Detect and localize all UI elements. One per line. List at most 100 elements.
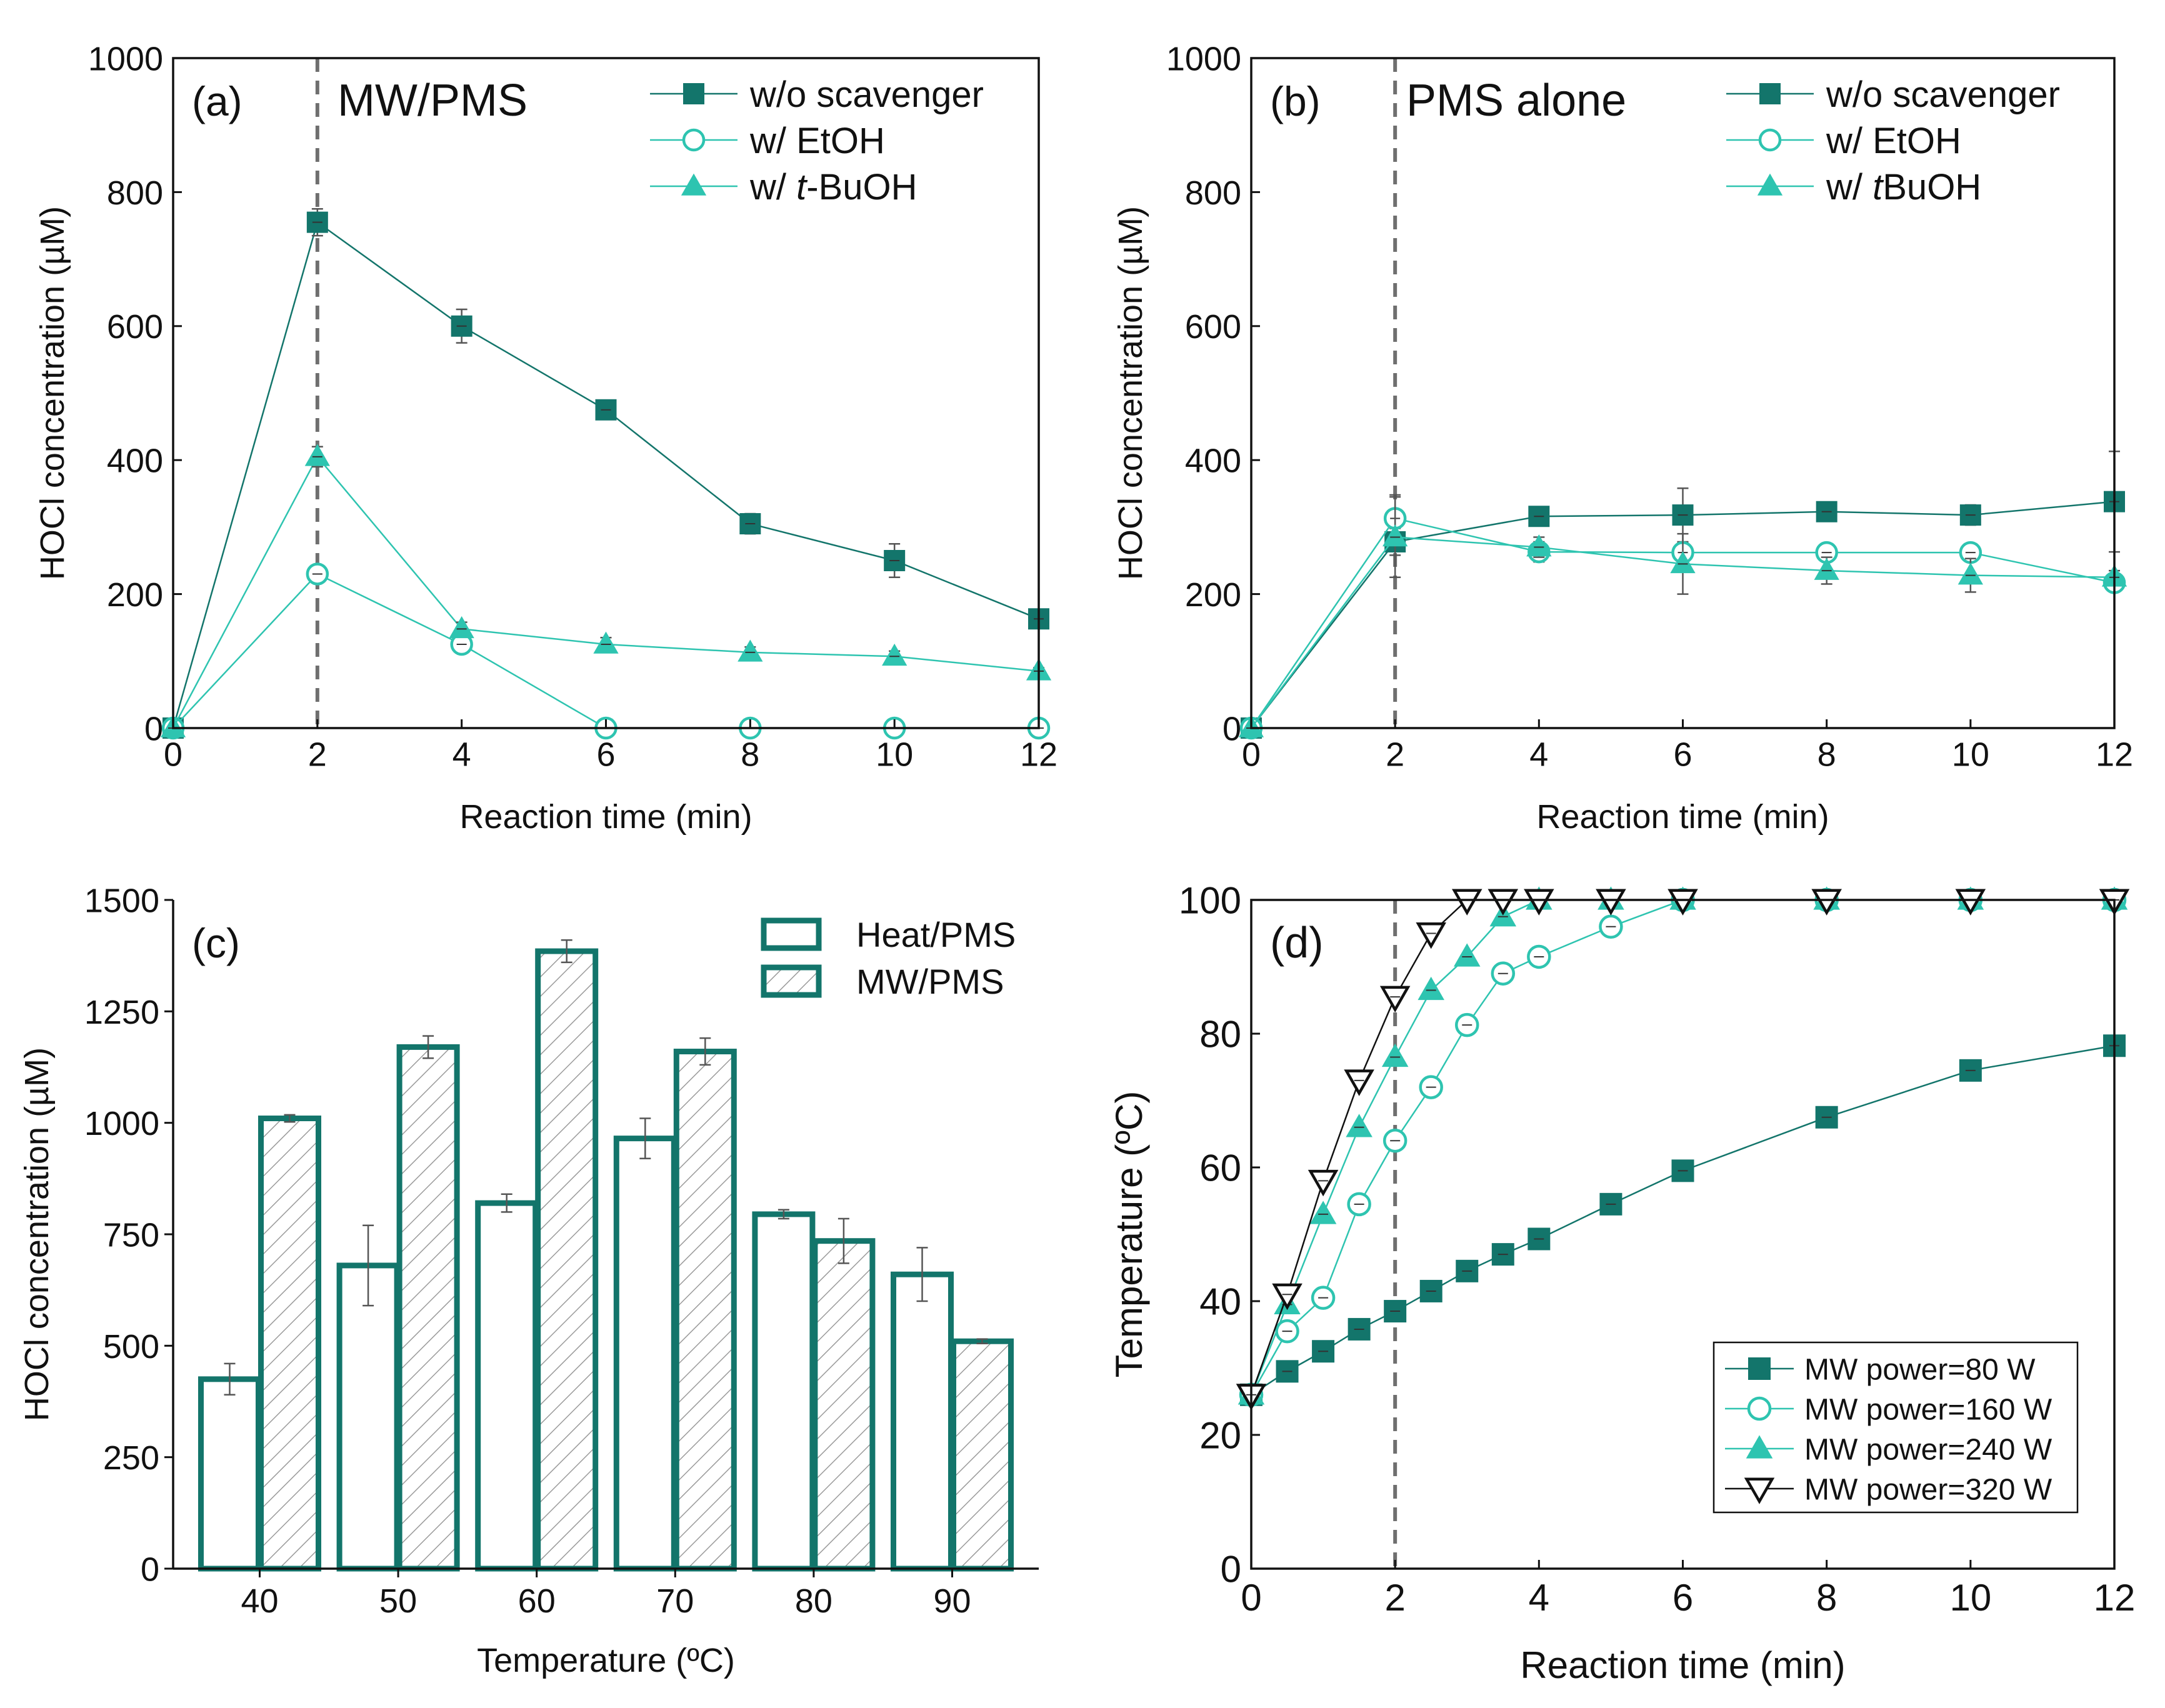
panel-d-data-point xyxy=(1309,1201,1337,1224)
panel-d-panel-label: (d) xyxy=(1270,918,1324,967)
panel-a-data-point xyxy=(593,631,619,654)
panel-b-legend-label: w/ tBuOH xyxy=(1826,167,1981,207)
panel-a-legend-label-part: w/ xyxy=(749,167,796,207)
panel-d-data-point xyxy=(1416,922,1446,949)
panel-a-ytick-label: 0 xyxy=(144,710,163,747)
panel-b-y-axis-label: HOCl concentration (µM) xyxy=(1112,206,1149,580)
panel-c-bar xyxy=(258,1116,321,1572)
panel-a-data-point xyxy=(304,444,330,466)
panel-c-ytick-label: 250 xyxy=(103,1439,159,1477)
panel-d-data-point xyxy=(1276,1360,1299,1383)
panel-d-legend-label: MW power=240 W xyxy=(1804,1433,2052,1466)
panel-c-panel-label: (c) xyxy=(192,920,240,966)
panel-a-ytick-label: 800 xyxy=(107,174,163,212)
panel-d-xtick-label: 12 xyxy=(2094,1577,2136,1619)
panel-a-ytick-label: 200 xyxy=(107,576,163,614)
panel-b-legend-marker xyxy=(1758,128,1782,152)
panel-c-legend-swatch xyxy=(761,917,822,951)
panel-b-xtick-label: 12 xyxy=(2096,736,2133,773)
panel-b-xtick-label: 10 xyxy=(1952,736,1989,773)
panel-d-xtick-label: 0 xyxy=(1241,1577,1261,1619)
panel-c-ytick-label: 1500 xyxy=(84,882,159,919)
panel-c-y-axis-label: HOCl concentration (µM) xyxy=(18,1047,56,1421)
panel-d-data-point xyxy=(1811,889,1842,916)
panel-d-xtick-label: 10 xyxy=(1949,1577,1991,1619)
panel-a-y-axis-label: HOCl concentration (µM) xyxy=(34,206,71,580)
panel-d-ytick-label: 0 xyxy=(1221,1549,1241,1591)
panel-c-ytick-label: 1250 xyxy=(84,994,159,1031)
panel-c-bar xyxy=(673,1049,737,1572)
panel-b-condition-annotation: PMS alone xyxy=(1406,76,1626,126)
panel-b-data-point xyxy=(1528,506,1550,527)
panel-d-xtick-label: 8 xyxy=(1816,1577,1837,1619)
panel-a-legend-label-part: -BuOH xyxy=(806,167,917,207)
panel-a-xtick-label: 10 xyxy=(876,736,913,773)
panel-a-plot-frame xyxy=(172,57,1040,729)
panel-d-legend-label: MW power=160 W xyxy=(1804,1393,2052,1426)
panel-a-x-axis-label: Reaction time (min) xyxy=(459,798,752,836)
panel-a-ytick-label: 400 xyxy=(107,442,163,480)
panel-a-legend-marker xyxy=(681,173,707,196)
panel-c-bar xyxy=(613,1136,677,1572)
panel-d-series-line xyxy=(1250,899,2114,1396)
panel-c-bar xyxy=(752,1211,816,1572)
panel-a-legend-label-part: t xyxy=(796,167,808,207)
panel-d-xtick-label: 2 xyxy=(1384,1577,1405,1619)
panel-c-legend-label: MW/PMS xyxy=(856,962,1004,1001)
panel-b-xtick-label: 8 xyxy=(1818,736,1836,773)
panel-c-ytick-label: 0 xyxy=(141,1551,159,1588)
panel-d-data-point xyxy=(1671,1159,1694,1182)
panel-a-data-point xyxy=(738,639,763,662)
panel-c-bar xyxy=(535,948,599,1572)
panel-b-legend-marker xyxy=(1759,83,1781,104)
panel-d-ytick-label: 40 xyxy=(1199,1281,1241,1323)
panel-d-chart: 0 20 40 60 80 100 0 2 4 6 8 10 12 Reaction time (min)… xyxy=(1108,880,2135,1686)
panel-b-data-point xyxy=(1670,551,1696,574)
panel-d-xtick-label: 6 xyxy=(1672,1577,1693,1619)
panel-b-xtick-label: 2 xyxy=(1386,736,1404,773)
panel-d-data-point xyxy=(1381,1043,1409,1067)
panel-a-xtick-label: 6 xyxy=(596,736,615,773)
panel-b-data-point xyxy=(1814,557,1839,580)
panel-a-legend-label-part: w/ EtOH xyxy=(749,121,885,161)
panel-c-ytick-label: 1000 xyxy=(84,1105,159,1142)
panel-c-xtick-label: 90 xyxy=(933,1582,971,1620)
panel-a-panel-label: (a) xyxy=(192,78,242,124)
panel-a-xtick-label: 0 xyxy=(164,736,182,773)
panel-d-data-point xyxy=(1346,1114,1372,1137)
panel-d-data-point xyxy=(1272,1283,1302,1311)
panel-d-data-point xyxy=(1596,889,1626,916)
panel-c-xtick-label: 40 xyxy=(241,1582,278,1620)
panel-b-legend-label-part: w/ EtOH xyxy=(1826,121,1961,161)
panel-d-data-point xyxy=(1453,943,1481,967)
panel-b-data-point xyxy=(1382,524,1408,547)
panel-a-legend-label: w/ t-BuOH xyxy=(749,167,918,207)
panel-d-data-point xyxy=(1451,889,1482,916)
panel-a-data-point xyxy=(449,616,474,639)
panel-a-chart: 0 200 400 600 800 1000 0 2 4 6 8 10 12 Reaction time … xyxy=(34,40,1058,836)
panel-d-xtick-label: 4 xyxy=(1529,1577,1549,1619)
panel-a-condition-annotation: MW/PMS xyxy=(338,76,528,126)
panel-d-ytick-label: 100 xyxy=(1179,880,1241,922)
panel-a-legend-marker xyxy=(683,83,704,104)
panel-d-legend-marker xyxy=(1748,1357,1771,1380)
panel-d-data-point xyxy=(1379,986,1411,1013)
panel-d-data-point xyxy=(1456,1259,1479,1282)
panel-a-data-point xyxy=(882,643,908,666)
panel-d-data-point xyxy=(1344,1069,1374,1096)
panel-d-data-point xyxy=(1384,1300,1407,1323)
panel-b-chart: 0 200 400 600 800 1000 0 2 4 6 8 10 12 Reaction time … xyxy=(1112,40,2133,836)
panel-a-xtick-label: 12 xyxy=(1020,736,1058,773)
panel-d-data-point xyxy=(1418,976,1444,1001)
panel-c-xtick-label: 80 xyxy=(795,1582,832,1620)
panel-b-legend-label: w/ EtOH xyxy=(1826,121,1961,161)
panel-b-panel-label: (b) xyxy=(1270,78,1321,124)
panel-b-legend-label-part: w/ xyxy=(1826,167,1872,207)
panel-b-ytick-label: 800 xyxy=(1185,174,1241,212)
panel-d-y-axis-label: Temperature (ºC) xyxy=(1108,1091,1150,1378)
panel-b-xtick-label: 0 xyxy=(1242,736,1261,773)
panel-a-data-point xyxy=(884,550,906,571)
panel-c-bar xyxy=(951,1338,1014,1572)
panel-b-legend-label: w/o scavenger xyxy=(1826,74,2060,115)
panel-d-data-point xyxy=(1668,889,1698,916)
